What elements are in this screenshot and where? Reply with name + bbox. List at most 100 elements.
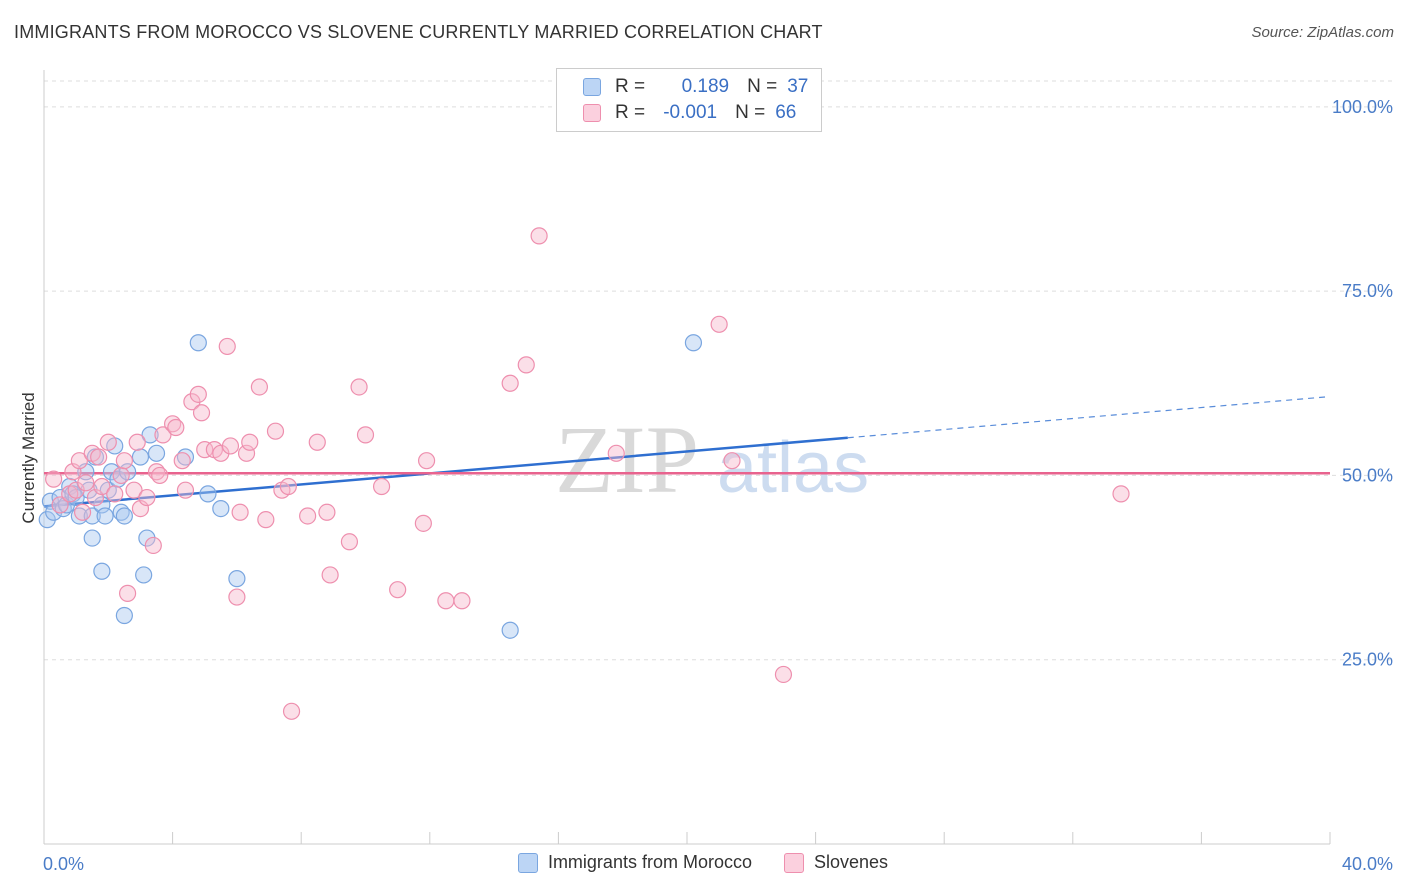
point-slovenes [774,665,793,684]
point-slovenes [321,566,339,584]
point-slovenes [279,477,297,496]
legend-swatch-slovenes [583,104,601,122]
point-slovenes [723,452,741,470]
point-slovenes [417,452,436,470]
legend-r-value: -0.001 [663,102,718,123]
point-morocco [115,606,133,625]
y-tick-label: 25.0% [1342,650,1393,670]
point-slovenes [90,448,108,466]
point-morocco [135,566,153,584]
point-slovenes [372,477,391,496]
point-slovenes [45,470,63,488]
point-morocco [141,426,159,444]
legend-r-value: 0.189 [681,76,730,97]
point-slovenes [231,503,249,521]
point-slovenes [266,422,285,440]
point-morocco [115,507,133,525]
legend-n-label: N = [735,102,766,123]
point-slovenes [241,433,259,451]
series-label-slovenes: Slovenes [813,852,889,872]
point-slovenes [93,477,111,496]
point-slovenes [125,481,143,499]
point-slovenes [144,536,162,555]
point-slovenes [250,378,269,396]
legend-row-morocco: R = 0.189 N = 37 [583,75,808,99]
point-slovenes [340,533,359,551]
point-slovenes [299,507,317,525]
series-swatch-morocco [517,852,538,873]
point-slovenes [308,433,326,451]
legend-row-slovenes: R = -0.001 N = 66 [583,101,796,125]
point-slovenes [710,315,728,333]
point-slovenes [138,488,156,507]
point-slovenes [453,592,471,610]
point-slovenes [73,503,92,521]
point-slovenes [70,452,88,470]
stats-legend: R = 0.189 N = 37 R = -0.001 N = 66 [556,68,822,132]
tick-labels: 25.0% 50.0% 75.0% 100.0% 0.0% 40.0% [43,97,1393,874]
point-morocco [131,448,150,466]
legend-n-value: 66 [775,102,797,123]
point-morocco [147,444,166,462]
y-axis-label: Currently Married [19,392,38,523]
legend-swatch-morocco [583,78,601,96]
trend-line-morocco-extension [847,395,1331,439]
point-morocco [41,492,60,510]
point-morocco [212,500,230,518]
point-slovenes [1112,485,1130,503]
watermark-atlas: atlas [717,428,869,508]
point-morocco [199,485,217,503]
point-slovenes [389,581,407,599]
point-slovenes [167,418,185,437]
y-tick-label: 50.0% [1342,465,1393,485]
point-slovenes [106,485,124,503]
point-slovenes [607,444,625,462]
point-slovenes [437,592,455,610]
x-tick-label: 40.0% [1342,854,1393,874]
axes [43,70,1331,845]
point-morocco [93,562,111,580]
point-morocco [501,621,519,639]
point-slovenes [414,514,432,532]
data-points [38,227,1130,720]
point-slovenes [51,496,69,514]
point-slovenes [154,426,172,444]
point-slovenes [115,452,133,470]
point-morocco [96,507,114,525]
trend-lines [43,395,1331,508]
series-legend-morocco: Immigrants from Morocco [517,852,752,873]
point-slovenes [151,466,169,485]
point-slovenes [356,426,375,444]
point-morocco [189,334,207,352]
point-slovenes [118,584,137,602]
point-slovenes [221,437,240,455]
point-slovenes [189,385,207,403]
point-slovenes [196,441,214,459]
point-slovenes [501,374,519,392]
point-slovenes [173,452,191,470]
series-legend: Immigrants from Morocco Slovenes [0,852,1406,873]
point-slovenes [128,433,146,451]
point-slovenes [517,356,535,374]
series-legend-slovenes: Slovenes [783,852,889,873]
point-slovenes [237,444,256,462]
point-morocco [228,570,246,588]
watermark-zip: ZIP [555,406,699,513]
point-slovenes [192,404,211,422]
point-slovenes [257,511,275,529]
point-morocco [83,507,101,525]
point-slovenes [112,466,130,485]
legend-n-label: N = [747,76,778,97]
point-slovenes [176,481,195,499]
point-slovenes [218,337,236,356]
x-tick-label: 0.0% [43,854,84,874]
legend-n-value: 37 [787,76,809,97]
point-slovenes [228,588,246,606]
chart-source: Source: ZipAtlas.com [1251,24,1394,41]
point-morocco [83,529,101,547]
point-slovenes [530,227,548,245]
y-tick-label: 75.0% [1342,281,1393,301]
point-slovenes [350,378,368,396]
point-slovenes [318,503,336,521]
